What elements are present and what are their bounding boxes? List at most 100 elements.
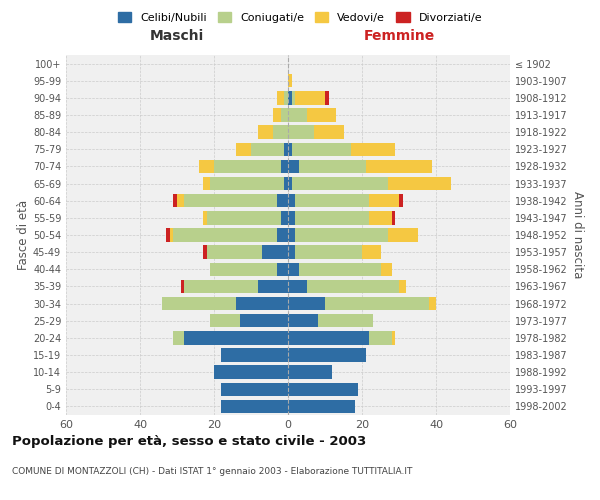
Text: COMUNE DI MONTAZZOLI (CH) - Dati ISTAT 1° gennaio 2003 - Elaborazione TUTTITALIA: COMUNE DI MONTAZZOLI (CH) - Dati ISTAT 1…	[12, 468, 412, 476]
Bar	[288, 91, 292, 104]
Bar	[281, 108, 288, 122]
Bar	[288, 228, 295, 241]
Bar	[307, 108, 336, 122]
Bar	[288, 246, 295, 259]
Bar	[284, 177, 288, 190]
Y-axis label: Anni di nascita: Anni di nascita	[571, 192, 584, 278]
Bar	[273, 126, 288, 139]
Bar	[288, 142, 292, 156]
Bar	[299, 160, 366, 173]
Bar	[177, 194, 184, 207]
Bar	[366, 160, 433, 173]
Bar	[288, 108, 307, 122]
Bar	[170, 228, 173, 241]
Bar	[281, 160, 288, 173]
Bar	[380, 262, 392, 276]
Bar	[199, 160, 214, 173]
Bar	[259, 280, 288, 293]
Bar	[206, 246, 262, 259]
Bar	[351, 142, 395, 156]
Bar	[288, 331, 370, 344]
Bar	[259, 126, 273, 139]
Bar	[173, 228, 277, 241]
Y-axis label: Fasce di età: Fasce di età	[17, 200, 30, 270]
Bar	[295, 228, 388, 241]
Bar	[173, 331, 184, 344]
Bar	[203, 177, 210, 190]
Bar	[221, 348, 288, 362]
Bar	[284, 142, 288, 156]
Bar	[277, 262, 288, 276]
Bar	[388, 228, 418, 241]
Bar	[288, 262, 299, 276]
Bar	[206, 211, 281, 224]
Bar	[392, 331, 395, 344]
Bar	[214, 366, 288, 379]
Bar	[184, 280, 259, 293]
Bar	[388, 177, 451, 190]
Bar	[317, 314, 373, 328]
Bar	[288, 366, 332, 379]
Bar	[292, 91, 295, 104]
Bar	[288, 74, 292, 88]
Bar	[299, 262, 380, 276]
Bar	[277, 194, 288, 207]
Bar	[236, 297, 288, 310]
Bar	[203, 246, 206, 259]
Bar	[210, 314, 240, 328]
Bar	[292, 142, 351, 156]
Bar	[240, 314, 288, 328]
Bar	[295, 91, 325, 104]
Bar	[288, 126, 314, 139]
Bar	[325, 297, 428, 310]
Bar	[295, 246, 362, 259]
Bar	[392, 211, 395, 224]
Bar	[288, 177, 292, 190]
Text: Maschi: Maschi	[150, 29, 204, 43]
Bar	[362, 246, 380, 259]
Bar	[307, 280, 399, 293]
Bar	[288, 382, 358, 396]
Bar	[284, 91, 288, 104]
Bar	[399, 280, 406, 293]
Bar	[221, 400, 288, 413]
Bar	[211, 177, 284, 190]
Bar	[288, 194, 295, 207]
Legend: Celibi/Nubili, Coniugati/e, Vedovi/e, Divorziati/e: Celibi/Nubili, Coniugati/e, Vedovi/e, Di…	[113, 8, 487, 28]
Bar	[203, 211, 206, 224]
Bar	[221, 382, 288, 396]
Bar	[288, 348, 366, 362]
Bar	[210, 262, 277, 276]
Bar	[166, 228, 170, 241]
Bar	[370, 331, 392, 344]
Bar	[399, 194, 403, 207]
Text: Femmine: Femmine	[364, 29, 434, 43]
Bar	[173, 194, 177, 207]
Bar	[288, 297, 325, 310]
Bar	[370, 211, 392, 224]
Bar	[214, 160, 281, 173]
Bar	[288, 280, 307, 293]
Bar	[288, 211, 295, 224]
Text: Popolazione per età, sesso e stato civile - 2003: Popolazione per età, sesso e stato civil…	[12, 435, 366, 448]
Bar	[288, 314, 317, 328]
Bar	[236, 142, 251, 156]
Bar	[325, 91, 329, 104]
Bar	[184, 331, 288, 344]
Bar	[262, 246, 288, 259]
Bar	[370, 194, 399, 207]
Bar	[288, 160, 299, 173]
Bar	[251, 142, 284, 156]
Bar	[184, 194, 277, 207]
Bar	[288, 400, 355, 413]
Bar	[314, 126, 343, 139]
Bar	[295, 211, 370, 224]
Bar	[273, 108, 281, 122]
Bar	[428, 297, 436, 310]
Bar	[281, 211, 288, 224]
Bar	[292, 177, 388, 190]
Bar	[162, 297, 236, 310]
Bar	[277, 91, 284, 104]
Bar	[181, 280, 184, 293]
Bar	[277, 228, 288, 241]
